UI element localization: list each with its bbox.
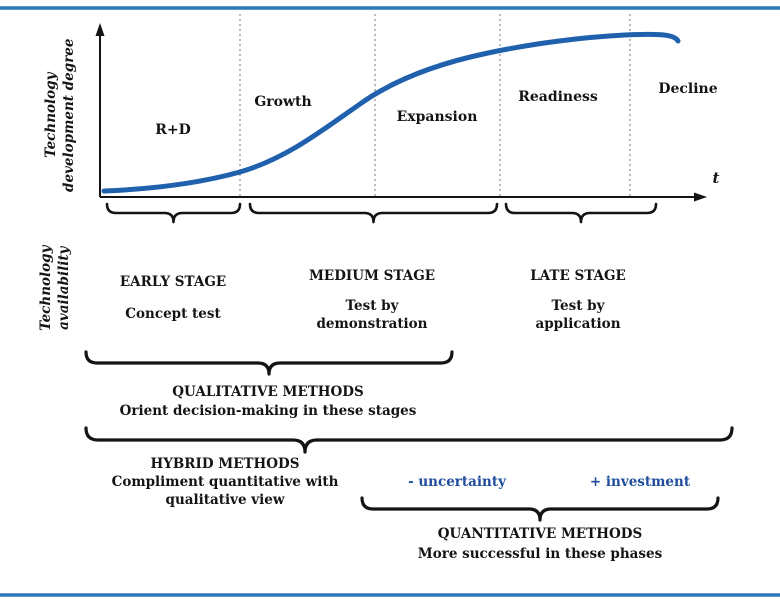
early-stage-test: Concept test	[125, 306, 221, 322]
brace-hybrid-methods	[84, 426, 734, 454]
brace-medium-stage	[248, 202, 499, 224]
medium-stage-test: Test by demonstration	[307, 297, 437, 333]
medium-stage-title: MEDIUM STAGE	[308, 268, 436, 284]
quantitative-methods-title: QUANTITATIVE METHODS	[437, 526, 643, 542]
brace-early-stage	[105, 202, 242, 224]
late-stage-test: Test by application	[523, 297, 633, 333]
hybrid-methods-title: HYBRID METHODS	[150, 456, 300, 472]
x-axis-arrow-icon	[694, 192, 707, 202]
quantitative-methods-desc: More successful in these phases	[417, 546, 663, 562]
uncertainty-note: - uncertainty	[408, 474, 506, 490]
technology-s-curve	[101, 31, 681, 194]
qualitative-methods-title: QUALITATIVE METHODS	[172, 384, 364, 400]
availability-axis-label-line2: availability	[56, 246, 72, 330]
early-stage-title: EARLY STAGE	[119, 274, 227, 290]
stage-label-growth: Growth	[254, 94, 312, 110]
stage-label-expansion: Expansion	[396, 109, 478, 125]
hybrid-methods-desc-line2: qualitative view	[165, 492, 285, 509]
y-axis-label: Technology development degree	[42, 20, 78, 210]
availability-axis-label: Technology availability	[37, 228, 73, 348]
late-stage-test-line2: application	[535, 316, 621, 333]
qualitative-methods-desc: Orient decision-making in these stages	[119, 403, 417, 419]
brace-quantitative-methods	[360, 496, 720, 522]
availability-axis-label-line1: Technology	[37, 245, 54, 331]
hybrid-methods-desc: Compliment quantitative with qualitative…	[100, 473, 350, 509]
stage-label-decline: Decline	[658, 81, 718, 97]
investment-note: + investment	[589, 474, 691, 490]
stage-label-readiness: Readiness	[518, 89, 598, 105]
y-axis-label-line2: development degree	[61, 38, 77, 192]
late-stage-title: LATE STAGE	[530, 268, 626, 284]
hybrid-methods-desc-line1: Compliment quantitative with	[111, 474, 339, 490]
x-axis-label: t	[712, 169, 720, 187]
medium-stage-test-line2: demonstration	[316, 316, 428, 333]
y-axis-label-line1: Technology	[42, 72, 59, 158]
brace-qualitative-methods	[84, 350, 454, 376]
brace-late-stage	[504, 202, 658, 224]
medium-stage-test-line1: Test by	[345, 298, 399, 314]
y-axis-arrow-icon	[95, 23, 105, 36]
late-stage-test-line1: Test by	[551, 298, 605, 314]
stage-label-rd: R+D	[155, 122, 191, 138]
